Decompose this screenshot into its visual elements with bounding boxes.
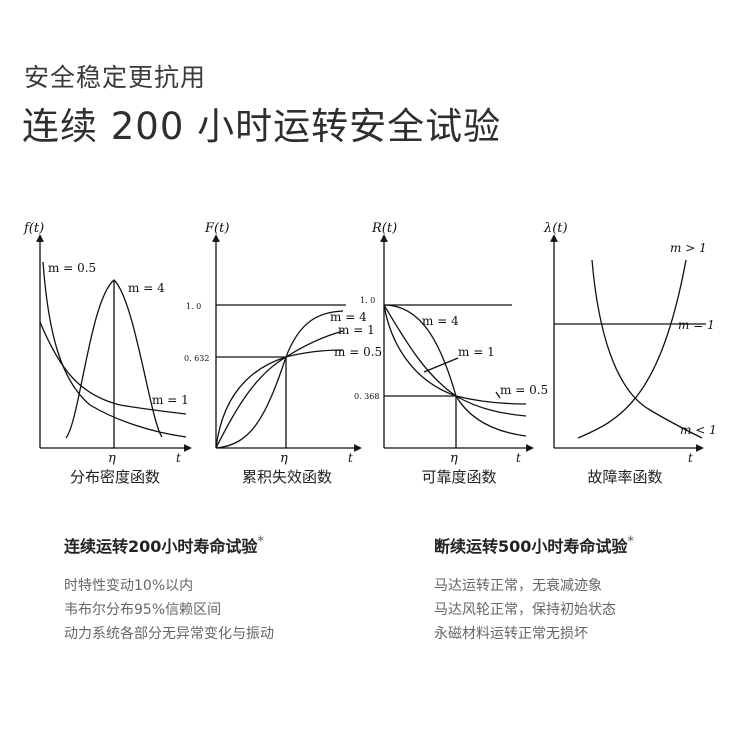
y-tick: 0. 368 <box>354 392 379 401</box>
chart-caption-reliability: 可靠度函数 <box>421 468 497 486</box>
list-item: 马达风轮正常，保持初始状态 <box>434 602 616 618</box>
test-heading-intermittent: 断续运转500小时寿命试验* <box>434 533 634 557</box>
curve-label: m = 1 <box>338 323 375 337</box>
curve-m05 <box>383 304 527 405</box>
list-item: 马达运转正常，无衰减迹象 <box>434 578 602 594</box>
y-label: F(t) <box>204 221 229 236</box>
leader-m1 <box>423 357 459 373</box>
x-label: t <box>176 451 181 465</box>
curve-label: m = 4 <box>330 310 367 324</box>
y-label: λ(t) <box>543 221 568 236</box>
curve-m05 <box>215 349 344 449</box>
test-heading-label: 连续运转200小时寿命试验 <box>64 537 258 556</box>
weibull-charts: f(t) t η m = 0.5 m = 4 m = 1 F(t) t η 1.… <box>23 221 717 465</box>
chart-density: f(t) t η m = 0.5 m = 4 m = 1 <box>23 221 192 465</box>
footnote-mark: * <box>257 534 265 550</box>
curve-label: m = 4 <box>128 281 165 295</box>
y-tick: 1. 0 <box>360 296 375 305</box>
test-list-intermittent: 马达运转正常，无衰减迹象 马达风轮正常，保持初始状态 永磁材料运转正常无损坏 <box>434 574 616 646</box>
x-label: t <box>688 451 693 465</box>
curve-m1 <box>39 321 187 415</box>
chart-caption-failure-rate: 故障率函数 <box>587 468 663 486</box>
curve-m4 <box>215 310 344 449</box>
footnote-mark: * <box>627 534 635 550</box>
list-item: 动力系统各部分无异常变化与振动 <box>64 626 274 642</box>
list-item: 永磁材料运转正常无损坏 <box>434 626 588 642</box>
x-tick: η <box>280 451 288 465</box>
x-tick: η <box>108 451 116 465</box>
chart-failure-rate: λ(t) t m > 1 m = 1 m < 1 <box>543 221 717 465</box>
test-heading-continuous: 连续运转200小时寿命试验* <box>64 533 264 557</box>
y-label: R(t) <box>371 221 397 236</box>
y-tick: 0. 632 <box>184 354 209 363</box>
curve-m1 <box>215 330 344 449</box>
curve-m4 <box>65 279 163 439</box>
curve-label: m = 0.5 <box>48 261 96 275</box>
curve-label: m = 1 <box>678 318 715 332</box>
x-label: t <box>348 451 353 465</box>
curve-label: m = 4 <box>422 314 459 328</box>
curve-label: m = 0.5 <box>334 345 382 359</box>
page-title: 连续 200 小时运转安全试验 <box>22 105 502 148</box>
curve-label: m < 1 <box>680 423 717 437</box>
curve-m-gt-1 <box>577 259 687 439</box>
curve-label: m > 1 <box>670 241 707 255</box>
chart-caption-density: 分布密度函数 <box>69 468 160 486</box>
chart-reliability: R(t) t η 1. 0 0. 368 m = 4 m = 1 m = 0.5 <box>354 221 548 465</box>
curve-label: m = 1 <box>152 393 189 407</box>
curve-label: m = 0.5 <box>500 383 548 397</box>
y-label: f(t) <box>23 221 44 236</box>
list-item: 时特性变动10%以内 <box>64 578 194 594</box>
test-heading-label: 断续运转500小时寿命试验 <box>434 537 628 556</box>
test-list-continuous: 时特性变动10%以内 韦布尔分布95%信赖区间 动力系统各部分无异常变化与振动 <box>64 574 274 646</box>
curve-label: m = 1 <box>458 345 495 359</box>
leader-m05 <box>495 391 501 399</box>
curve-m05 <box>42 261 187 438</box>
list-item: 韦布尔分布95%信赖区间 <box>64 602 222 618</box>
y-tick: 1. 0 <box>186 302 201 311</box>
curve-m-lt-1 <box>591 259 703 439</box>
x-label: t <box>516 451 521 465</box>
subtitle: 安全稳定更抗用 <box>24 63 207 92</box>
chart-cumulative: F(t) t η 1. 0 0. 632 m = 4 m = 1 m = 0.5 <box>184 221 382 465</box>
chart-caption-cumulative: 累积失效函数 <box>241 468 332 486</box>
x-tick: η <box>450 451 458 465</box>
